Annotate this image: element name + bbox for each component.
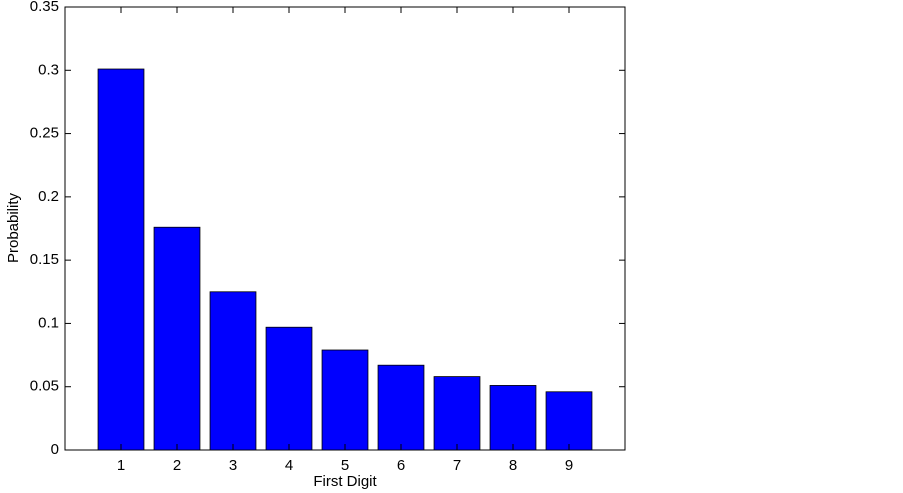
bar xyxy=(209,291,257,451)
bar xyxy=(489,385,537,451)
y-tick-label: 0.2 xyxy=(38,188,59,205)
y-tick-label: 0.35 xyxy=(30,0,59,15)
y-tick-label: 0.05 xyxy=(30,378,59,395)
y-tick-label: 0.1 xyxy=(38,314,59,331)
x-tick-label: 4 xyxy=(285,457,293,474)
y-tick-label: 0 xyxy=(51,441,59,458)
x-tick-label: 9 xyxy=(565,457,573,474)
bar xyxy=(265,326,313,451)
x-tick-label: 8 xyxy=(509,457,517,474)
y-axis-label: Probability xyxy=(5,192,22,263)
x-tick-label: 5 xyxy=(341,457,349,474)
x-axis-label: First Digit xyxy=(313,473,377,490)
bar xyxy=(433,376,481,451)
y-tick-label: 0.25 xyxy=(30,125,59,142)
bar xyxy=(545,391,593,451)
bar xyxy=(377,364,425,451)
x-tick-label: 6 xyxy=(397,457,405,474)
x-tick-label: 7 xyxy=(453,457,461,474)
y-tick-label: 0.15 xyxy=(30,251,59,268)
x-tick-label: 2 xyxy=(173,457,181,474)
x-tick-label: 1 xyxy=(117,457,125,474)
bar xyxy=(153,226,201,451)
y-tick-label: 0.3 xyxy=(38,61,59,78)
x-tick-label: 3 xyxy=(229,457,237,474)
bar xyxy=(321,349,369,451)
bar xyxy=(97,68,145,451)
